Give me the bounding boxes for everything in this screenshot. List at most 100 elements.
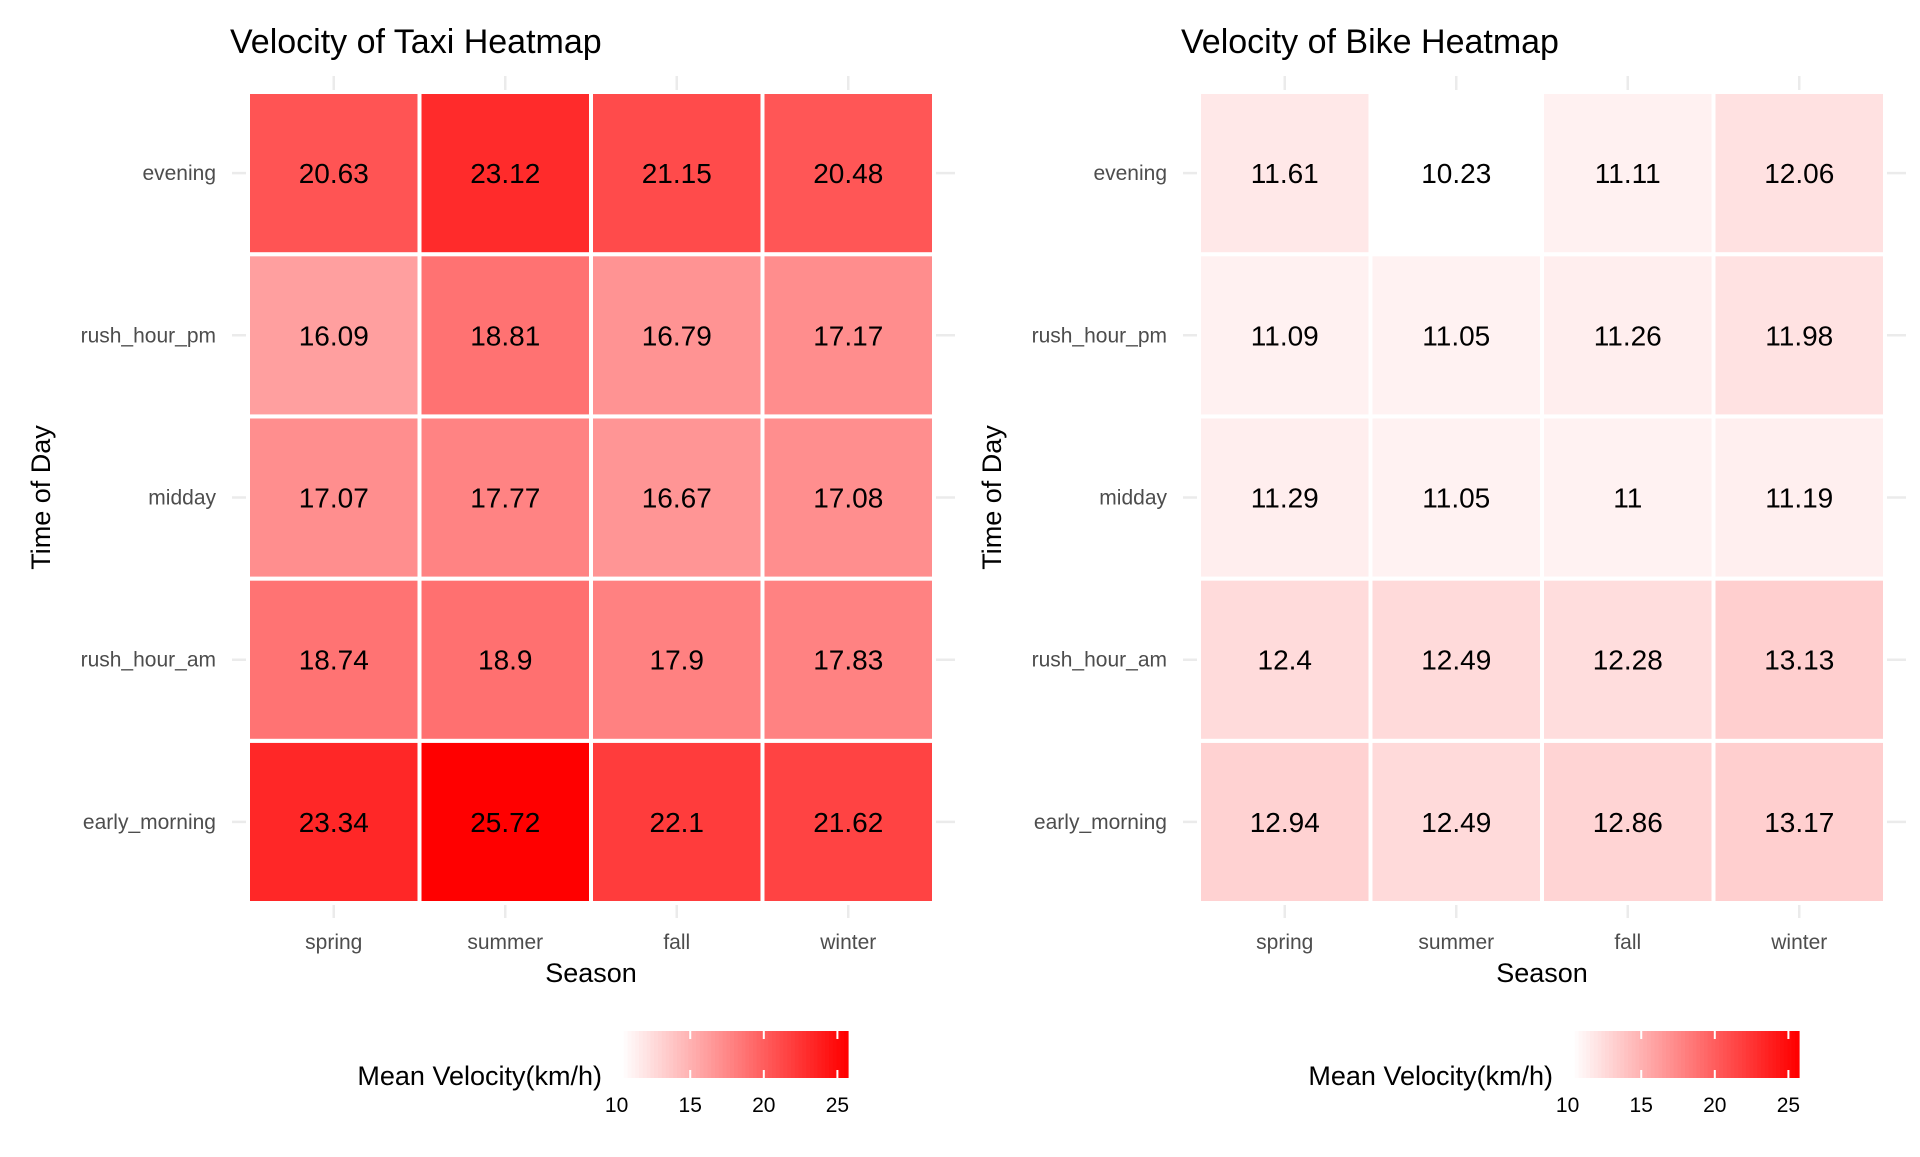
legend-gradient-segment bbox=[661, 1031, 667, 1078]
legend-gradient-segment bbox=[1768, 1031, 1773, 1078]
legend-gradient-segment bbox=[1757, 1031, 1762, 1078]
legend-gradient-segment bbox=[1590, 1031, 1595, 1078]
legend-gradient-segment bbox=[692, 1031, 697, 1078]
legend-gradient-segment bbox=[1654, 1031, 1659, 1078]
legend-gradient-segment bbox=[836, 1031, 841, 1078]
cell-value-label: 11.05 bbox=[1422, 320, 1490, 351]
legend-gradient-segment bbox=[1791, 1031, 1796, 1078]
heatmap-cell bbox=[417, 576, 593, 743]
y-tick-label: early_morning bbox=[83, 811, 216, 834]
y-tick-label: midday bbox=[148, 487, 216, 510]
legend-gradient-segment bbox=[1635, 1031, 1640, 1078]
legend-gradient-segment bbox=[787, 1031, 792, 1078]
legend-gradient-segment bbox=[1586, 1031, 1591, 1078]
cell-value-label: 18.81 bbox=[470, 320, 540, 351]
legend-tick-label: 15 bbox=[1630, 1094, 1653, 1117]
y-tick-label: rush_hour_pm bbox=[1032, 324, 1167, 347]
legend-gradient-segment bbox=[1795, 1031, 1800, 1078]
heatmap-cell bbox=[417, 738, 593, 905]
legend-gradient-segment bbox=[1639, 1031, 1644, 1078]
cell-value-label: 11.19 bbox=[1765, 483, 1833, 514]
legend-gradient-segment bbox=[760, 1031, 765, 1078]
cell-value-label: 11 bbox=[1613, 483, 1642, 514]
legend-gradient-segment bbox=[1730, 1031, 1735, 1078]
cell-value-label: 16.09 bbox=[299, 320, 369, 351]
legend-gradient-segment bbox=[1738, 1031, 1743, 1078]
cell-value-label: 12.4 bbox=[1258, 645, 1313, 676]
legend-tick-label: 20 bbox=[752, 1094, 775, 1117]
cell-value-label: 17.83 bbox=[813, 645, 883, 676]
heatmap-cell bbox=[1368, 90, 1544, 257]
legend-tick-label: 10 bbox=[605, 1094, 628, 1117]
legend-title: Mean Velocity(km/h) bbox=[1308, 1061, 1553, 1091]
legend-gradient-segment bbox=[684, 1031, 689, 1078]
legend-gradient-segment bbox=[1688, 1031, 1694, 1078]
legend-gradient-segment bbox=[741, 1031, 746, 1078]
legend-gradient-segment bbox=[646, 1031, 651, 1078]
legend-gradient-segment bbox=[1681, 1031, 1686, 1078]
heatmap-cell bbox=[760, 252, 936, 419]
legend-gradient-segment bbox=[817, 1031, 822, 1078]
chart-title: Velocity of Bike Heatmap bbox=[1181, 23, 1559, 61]
heatmap-cell bbox=[1711, 414, 1887, 581]
cell-value-label: 12.49 bbox=[1421, 807, 1491, 838]
legend-gradient-segment bbox=[1764, 1031, 1770, 1078]
legend-gradient-segment bbox=[1631, 1031, 1637, 1078]
legend-gradient-segment bbox=[791, 1031, 796, 1078]
legend-gradient-segment bbox=[631, 1031, 636, 1078]
legend-gradient-segment bbox=[1734, 1031, 1739, 1078]
legend-gradient-segment bbox=[722, 1031, 727, 1078]
legend-gradient-segment bbox=[1628, 1031, 1633, 1078]
heatmap-cell bbox=[1197, 738, 1373, 905]
legend-gradient-segment bbox=[1571, 1031, 1576, 1078]
legend-gradient-segment bbox=[1643, 1031, 1648, 1078]
x-tick-label: winter bbox=[819, 931, 876, 954]
cell-value-label: 11.61 bbox=[1251, 158, 1319, 189]
cell-value-label: 17.77 bbox=[470, 483, 540, 514]
cell-value-label: 11.98 bbox=[1765, 320, 1833, 351]
heatmap-cell bbox=[1540, 738, 1716, 905]
legend-gradient-segment bbox=[677, 1031, 682, 1078]
y-tick-label: rush_hour_am bbox=[81, 649, 216, 672]
legend-gradient-segment bbox=[764, 1031, 769, 1078]
heatmap-cell bbox=[1197, 252, 1373, 419]
cell-value-label: 12.94 bbox=[1250, 807, 1320, 838]
legend-gradient-segment bbox=[794, 1031, 800, 1078]
legend-gradient-segment bbox=[1662, 1031, 1667, 1078]
y-tick-label: evening bbox=[1093, 162, 1167, 185]
legend-gradient-segment bbox=[745, 1031, 750, 1078]
legend-gradient-segment bbox=[783, 1031, 788, 1078]
legend-gradient-segment bbox=[1719, 1031, 1724, 1078]
legend-gradient-segment bbox=[1776, 1031, 1781, 1078]
cell-value-label: 11.09 bbox=[1251, 320, 1319, 351]
cell-value-label: 16.67 bbox=[642, 483, 712, 514]
legend-gradient-segment bbox=[1650, 1031, 1656, 1078]
legend-gradient-segment bbox=[844, 1031, 849, 1078]
legend-gradient-segment bbox=[1673, 1031, 1678, 1078]
legend-gradient-segment bbox=[1745, 1031, 1751, 1078]
heatmap-cell bbox=[1540, 252, 1716, 419]
legend-gradient-segment bbox=[1612, 1031, 1618, 1078]
cell-value-label: 18.9 bbox=[478, 645, 533, 676]
cell-value-label: 10.23 bbox=[1421, 158, 1491, 189]
cell-value-label: 11.26 bbox=[1594, 320, 1662, 351]
legend-gradient-segment bbox=[1624, 1031, 1629, 1078]
heatmap-tiles: 23.34 25.72 22.1 21.62 18.74 18.9 17.9 17.83 17.… bbox=[246, 90, 936, 905]
legend-gradient-segment bbox=[1601, 1031, 1606, 1078]
y-axis-title: Time of Day bbox=[26, 425, 56, 570]
y-tick-label: rush_hour_am bbox=[1032, 649, 1167, 672]
legend-gradient-segment bbox=[749, 1031, 754, 1078]
legend-gradient-segment bbox=[1669, 1031, 1675, 1078]
heatmap-cell bbox=[589, 90, 765, 257]
legend-tick-label: 20 bbox=[1703, 1094, 1726, 1117]
cell-value-label: 12.06 bbox=[1764, 158, 1834, 189]
cell-value-label: 17.08 bbox=[813, 483, 883, 514]
legend-gradient-segment bbox=[715, 1031, 720, 1078]
cell-value-label: 17.07 bbox=[299, 483, 369, 514]
cell-value-label: 25.72 bbox=[470, 807, 540, 838]
legend-gradient-segment bbox=[1685, 1031, 1690, 1078]
legend-gradient-segment bbox=[1578, 1031, 1583, 1078]
legend-gradient-segment bbox=[772, 1031, 777, 1078]
cell-value-label: 21.15 bbox=[642, 158, 712, 189]
heatmap-cell bbox=[589, 252, 765, 419]
